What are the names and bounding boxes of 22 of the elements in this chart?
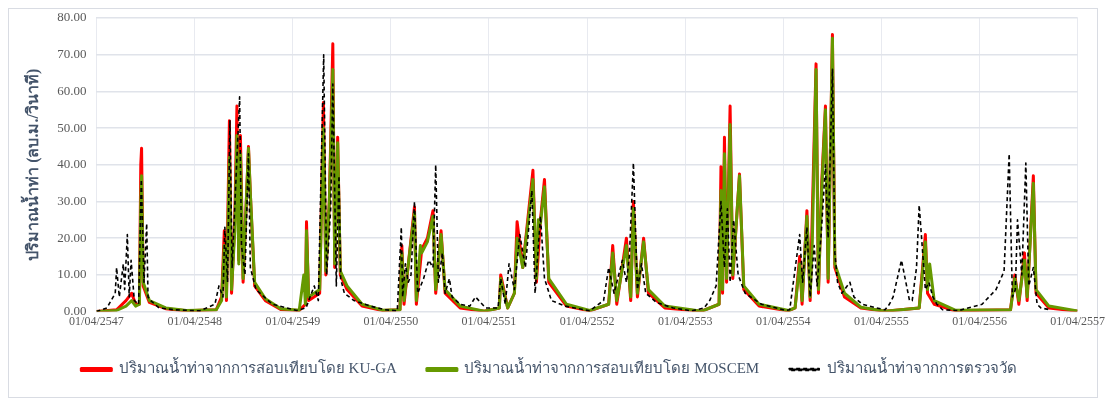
x-tick-label: 01/04/2552 xyxy=(559,313,615,328)
y-tick-label: 30.00 xyxy=(57,192,87,208)
y-tick-label: 60.00 xyxy=(57,82,87,98)
y-tick-label: 70.00 xyxy=(57,46,87,62)
y-tick-label: 80.00 xyxy=(57,9,87,25)
x-tick-label: 01/04/2555 xyxy=(853,313,909,328)
y-tick-label: 50.00 xyxy=(57,119,87,135)
x-tick-label: 01/04/2548 xyxy=(167,313,223,328)
x-tick-label: 01/04/2553 xyxy=(657,313,713,328)
legend-label: ปริมาณน้ำท่าจากการตรวจวัด xyxy=(826,357,1017,377)
y-axis-title: ปริมาณน้ำท่า (ลบ.ม./วินาที) xyxy=(19,68,42,261)
y-tick-label: 40.00 xyxy=(57,156,87,172)
legend-label: ปริมาณน้ำท่าจากการสอบเทียบโดย MOSCEM xyxy=(464,357,760,377)
x-tick-label: 01/04/2550 xyxy=(363,313,419,328)
x-tick-label: 01/04/2551 xyxy=(461,313,517,328)
x-tick-label: 01/04/2554 xyxy=(755,313,811,328)
legend-label: ปริมาณน้ำท่าจากการสอบเทียบโดย KU-GA xyxy=(118,357,398,377)
y-tick-label: 20.00 xyxy=(57,229,87,245)
y-tick-label: 10.00 xyxy=(57,266,87,282)
x-tick-label: 01/04/2557 xyxy=(1050,313,1105,328)
x-tick-label: 01/04/2549 xyxy=(265,313,321,328)
x-tick-label: 01/04/2556 xyxy=(952,313,1007,328)
